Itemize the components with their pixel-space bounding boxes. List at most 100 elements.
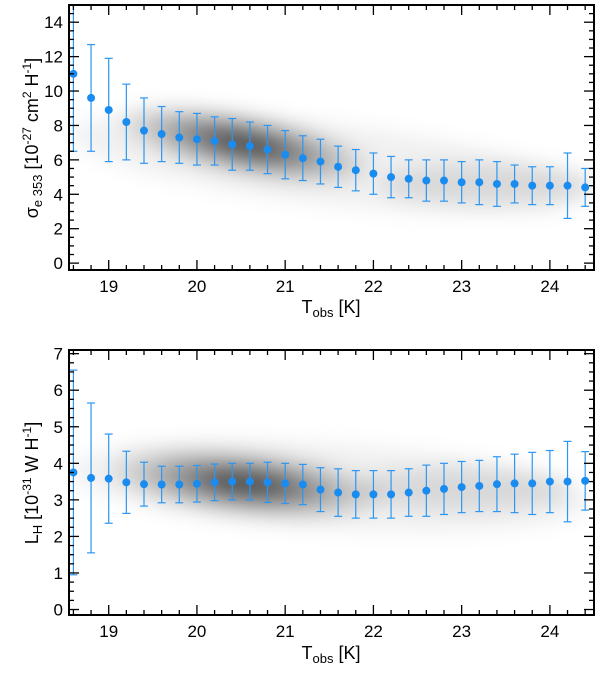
data-point <box>563 181 572 190</box>
data-point <box>210 478 219 487</box>
density-tail <box>378 163 594 205</box>
y-tick-label: 10 <box>44 82 63 101</box>
y-tick-label: 3 <box>54 491 63 510</box>
x-tick-label: 22 <box>364 277 383 296</box>
y-tick-label: 12 <box>44 48 63 67</box>
data-point <box>192 135 201 144</box>
plot-frame <box>68 349 595 616</box>
x-tick-label: 19 <box>99 622 118 641</box>
data-point <box>263 145 272 154</box>
y-tick-label: 6 <box>54 151 63 170</box>
data-point <box>175 480 184 489</box>
y-tick-label: 0 <box>54 601 63 620</box>
data-point <box>510 479 519 488</box>
x-tick-label: 23 <box>452 277 471 296</box>
data-point <box>157 480 166 489</box>
data-point <box>351 166 360 175</box>
data-point <box>440 484 448 493</box>
x-tick-label: 22 <box>364 622 383 641</box>
data-point <box>298 154 307 163</box>
data-point <box>404 488 413 497</box>
y-tick-label: 0 <box>54 254 63 273</box>
data-point <box>334 488 343 497</box>
data-point <box>298 480 307 489</box>
data-point <box>369 169 378 178</box>
data-points <box>69 69 590 192</box>
data-point <box>475 481 484 490</box>
data-point <box>228 477 237 486</box>
data-point <box>192 479 201 488</box>
data-point <box>440 176 448 185</box>
axis-ticks <box>69 4 594 270</box>
x-axis-label: Tobs [K] <box>302 643 361 666</box>
density-layer <box>210 474 281 493</box>
y-tick-label: 14 <box>44 13 63 32</box>
data-point <box>545 181 554 190</box>
data-point <box>157 130 166 139</box>
data-point <box>369 490 378 499</box>
data-point <box>492 179 501 188</box>
data-point <box>87 473 96 482</box>
x-tick-label: 21 <box>276 277 295 296</box>
data-point <box>245 142 254 151</box>
data-point <box>457 178 466 187</box>
data-point <box>387 173 396 182</box>
y-axis-label: LH [10-31 W H-1] <box>20 422 45 544</box>
data-point <box>175 133 184 142</box>
y-tick-label: 8 <box>54 116 63 135</box>
data-point <box>528 181 537 190</box>
data-point <box>422 486 431 495</box>
data-point <box>457 483 466 492</box>
data-point <box>387 490 396 499</box>
data-point <box>228 140 237 149</box>
x-tick-label: 19 <box>99 277 118 296</box>
data-point <box>334 162 343 171</box>
data-point <box>87 93 96 102</box>
x-tick-label: 21 <box>276 622 295 641</box>
x-tick-label: 24 <box>540 622 559 641</box>
data-point <box>122 118 131 127</box>
data-point <box>475 178 484 187</box>
x-tick-label: 23 <box>452 622 471 641</box>
data-point <box>281 150 290 159</box>
data-point <box>351 490 360 499</box>
density-layer <box>212 134 278 155</box>
data-point <box>545 477 554 486</box>
y-tick-label: 7 <box>54 345 63 364</box>
x-tick-label: 20 <box>187 622 206 641</box>
data-point <box>492 480 501 489</box>
data-point <box>581 183 590 192</box>
axis-ticks <box>69 350 594 615</box>
data-point <box>140 126 148 135</box>
data-point <box>210 136 219 145</box>
y-tick-label: 5 <box>54 418 63 437</box>
y-tick-label: 6 <box>54 381 63 400</box>
y-tick-label: 2 <box>54 220 63 239</box>
data-points <box>69 468 590 499</box>
data-point <box>281 479 290 488</box>
x-tick-label: 20 <box>187 277 206 296</box>
data-point <box>263 478 272 487</box>
data-point <box>510 179 519 188</box>
data-point <box>563 477 572 486</box>
data-point <box>528 479 537 488</box>
plot-frame <box>68 4 595 271</box>
data-point <box>316 485 325 494</box>
data-point <box>581 476 590 485</box>
y-tick-label: 4 <box>54 454 63 473</box>
y-tick-label: 4 <box>54 185 63 204</box>
data-point <box>104 474 113 483</box>
data-point <box>140 480 148 489</box>
y-tick-label: 1 <box>54 564 63 583</box>
y-axis-label: σe 353 [10-27 cm2 H-1] <box>20 58 45 218</box>
y-tick-label: 2 <box>54 527 63 546</box>
data-point <box>422 176 431 185</box>
data-point <box>122 478 131 487</box>
data-point <box>316 157 325 166</box>
data-point <box>404 174 413 183</box>
data-point <box>104 105 113 114</box>
data-point <box>245 477 254 486</box>
